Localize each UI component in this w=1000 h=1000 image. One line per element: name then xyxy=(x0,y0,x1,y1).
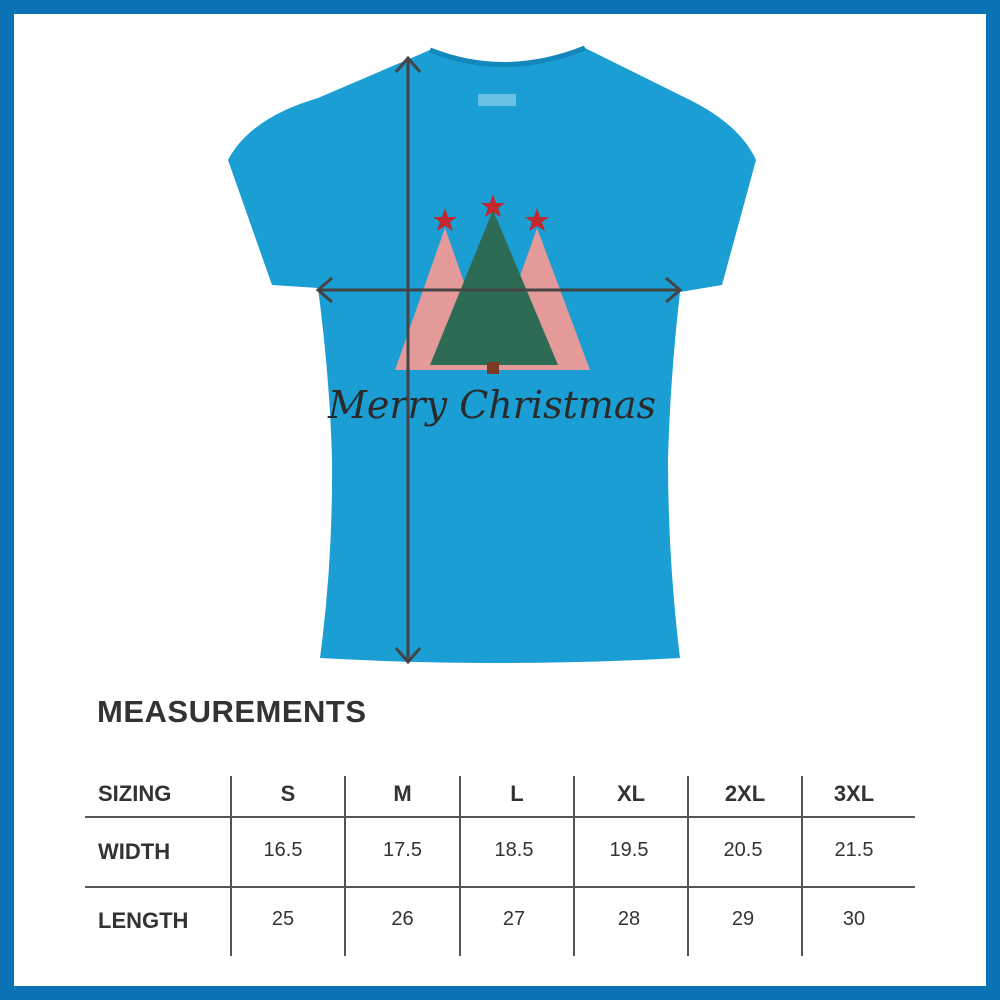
length-value: 26 xyxy=(391,908,414,930)
width-value: 20.5 xyxy=(723,839,763,861)
christmas-trees-graphic xyxy=(395,194,590,374)
header-size: 2XL xyxy=(724,781,766,806)
table-divider xyxy=(85,886,915,888)
header-size: M xyxy=(393,781,412,806)
length-value: 25 xyxy=(271,908,295,930)
header-size: S xyxy=(280,781,296,806)
width-value: 19.5 xyxy=(609,839,649,861)
row-label-width: WIDTH xyxy=(98,839,171,864)
header-size: L xyxy=(510,781,524,806)
width-value: 18.5 xyxy=(494,839,534,861)
width-value: 16.5 xyxy=(263,839,303,861)
table-divider xyxy=(85,816,915,818)
print-text: Merry Christmas xyxy=(327,383,656,427)
row-label-length: LENGTH xyxy=(98,908,189,933)
width-value: 17.5 xyxy=(383,839,422,861)
header-sizing: SIZING xyxy=(98,781,172,806)
length-arrow xyxy=(394,55,422,665)
star-icon xyxy=(525,208,549,231)
table-divider xyxy=(687,776,689,956)
length-value: 27 xyxy=(502,908,526,930)
table-divider xyxy=(230,776,232,956)
table-divider xyxy=(801,776,803,956)
measurements-title: MEASUREMENTS xyxy=(97,694,367,729)
table-divider xyxy=(344,776,346,956)
length-value: 30 xyxy=(842,908,866,930)
width-arrow xyxy=(315,276,683,304)
header-size: XL xyxy=(616,781,646,806)
length-value: 28 xyxy=(617,908,641,930)
length-value: 29 xyxy=(731,908,755,930)
star-icon xyxy=(433,208,457,231)
table-divider xyxy=(459,776,461,956)
width-value: 21.5 xyxy=(834,839,874,861)
tshirt-image: Merry Christmas xyxy=(228,45,756,665)
header-size: 3XL xyxy=(833,781,875,806)
table-divider xyxy=(573,776,575,956)
star-icon xyxy=(481,194,505,217)
